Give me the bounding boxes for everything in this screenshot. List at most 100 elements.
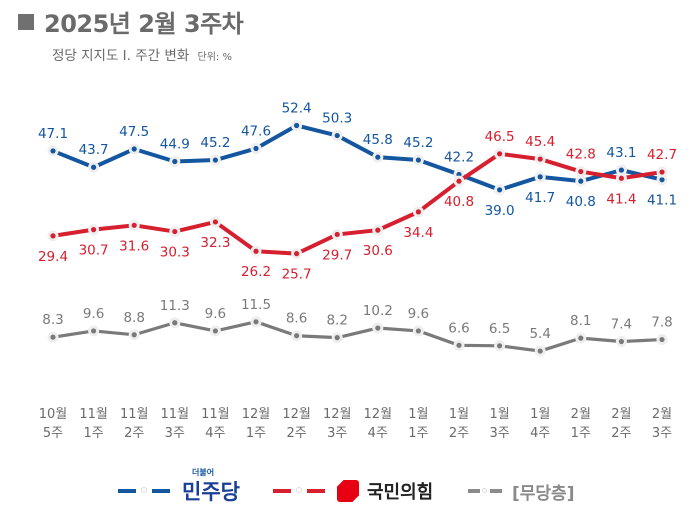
data-label: 31.6	[119, 238, 149, 254]
data-point	[659, 336, 665, 343]
legend-item-ppp: 국민의힘	[273, 474, 433, 508]
x-tick-label-month: 1월	[530, 407, 550, 422]
series-line-democratic	[52, 123, 663, 192]
data-point	[659, 169, 665, 175]
data-point	[456, 171, 462, 178]
data-label: 40.8	[444, 194, 474, 210]
data-label: 25.7	[282, 267, 312, 283]
x-tick-label-month: 11월	[161, 407, 190, 422]
x-tick-label-week: 4주	[530, 426, 550, 441]
series-independent: 8.3 9.6 8.8 11.3 9.6 11.5 8.6 8.2 10.2 9.6 6.6 6.5 5…	[42, 297, 673, 357]
data-point	[91, 164, 97, 170]
data-label: 41.1	[647, 193, 677, 209]
x-tick-label-week: 2주	[124, 426, 144, 441]
data-label: 52.4	[282, 100, 312, 116]
x-tick-label-month: 1월	[489, 407, 509, 422]
x-tick-label-month: 2월	[571, 407, 591, 422]
data-point	[537, 348, 543, 354]
data-label: 30.6	[363, 243, 393, 259]
data-label: 6.5	[489, 321, 510, 337]
data-point	[294, 333, 300, 339]
x-tick-label-month: 1월	[449, 407, 469, 422]
legend-item-independent: [무당층]	[468, 474, 574, 508]
data-label: 26.2	[241, 264, 271, 280]
data-label: 29.7	[322, 247, 352, 263]
data-point	[131, 146, 137, 152]
x-tick-label-month: 12월	[242, 407, 271, 422]
data-point	[659, 177, 665, 183]
data-label: 7.4	[611, 316, 632, 332]
data-point	[618, 338, 625, 345]
data-label: 45.2	[200, 135, 230, 151]
data-point	[578, 168, 584, 175]
x-tick-label-month: 12월	[323, 407, 352, 422]
data-label: 9.6	[408, 306, 429, 322]
x-tick-label-week: 1주	[571, 426, 591, 441]
data-label: 8.3	[42, 312, 63, 328]
data-label: 43.1	[606, 145, 636, 161]
x-tick-label-month: 2월	[611, 407, 631, 422]
data-point	[334, 231, 340, 238]
data-label: 7.8	[651, 315, 672, 331]
data-point	[212, 157, 218, 163]
x-tick-label-week: 1주	[408, 426, 428, 441]
series-line-ppp	[52, 151, 663, 256]
data-label: 47.5	[119, 124, 149, 140]
data-point	[537, 174, 543, 180]
data-label: 43.7	[79, 142, 109, 158]
x-tick-label-week: 2주	[449, 426, 469, 441]
legend-line-ppp-icon	[273, 487, 325, 493]
legend: 더불어 민주당 국민의힘 [무당층]	[0, 468, 700, 508]
x-tick-label-week: 4주	[368, 426, 388, 441]
data-point	[497, 187, 503, 193]
data-label: 8.8	[123, 310, 144, 326]
data-label: 45.8	[363, 132, 393, 148]
data-point	[375, 227, 381, 233]
data-label: 9.6	[83, 306, 104, 322]
data-label: 11.3	[160, 298, 190, 314]
x-tick-label-month: 2월	[652, 407, 672, 422]
series-line-independent	[52, 320, 663, 353]
x-tick-label-month: 1월	[408, 407, 428, 422]
data-point	[212, 328, 218, 334]
x-tick-label-week: 2주	[286, 426, 306, 441]
data-label: 47.1	[38, 126, 68, 142]
data-label: 34.4	[403, 225, 433, 241]
data-point	[131, 332, 137, 338]
data-point	[578, 178, 584, 184]
data-point	[334, 132, 340, 139]
data-point	[334, 335, 340, 341]
data-label: 30.7	[79, 243, 109, 259]
x-tick-label-month: 11월	[79, 407, 108, 422]
data-point	[456, 178, 462, 184]
page-title: 2025년 2월 3주차	[44, 10, 244, 38]
data-point	[172, 158, 178, 165]
data-point	[294, 251, 300, 257]
data-label: 8.1	[570, 313, 591, 329]
data-label: 47.6	[241, 124, 271, 140]
legend-item-democratic: 더불어 민주당	[118, 468, 240, 508]
data-point	[375, 325, 381, 331]
data-point	[212, 219, 218, 225]
data-label: 42.7	[647, 147, 677, 163]
data-label: 40.8	[566, 194, 596, 210]
unit-label: 단위: %	[197, 52, 232, 63]
data-label: 10.2	[363, 303, 393, 319]
line-chart: 47.1 43.7 47.5 44.9 45.2 47.6 52.4 50.3 45.8 45.2…	[38, 100, 677, 441]
data-point	[253, 248, 259, 254]
data-label: 11.5	[241, 297, 271, 313]
x-tick-label-week: 3주	[489, 426, 509, 441]
data-point	[537, 156, 543, 162]
data-label: 8.2	[326, 313, 347, 329]
data-point	[415, 157, 421, 163]
chart-subtitle: 정당 지지도 Ⅰ. 주간 변화 단위: %	[52, 44, 232, 64]
ppp-logo-icon	[337, 480, 359, 502]
data-point	[578, 335, 584, 341]
x-tick-label-week: 1주	[246, 426, 266, 441]
data-label: 42.2	[444, 149, 474, 165]
data-point	[497, 151, 503, 157]
data-point	[253, 319, 259, 325]
subtitle-text: 정당 지지도 Ⅰ. 주간 변화	[52, 48, 190, 64]
title-bullet-icon	[18, 13, 34, 30]
data-label: 45.4	[525, 134, 555, 150]
